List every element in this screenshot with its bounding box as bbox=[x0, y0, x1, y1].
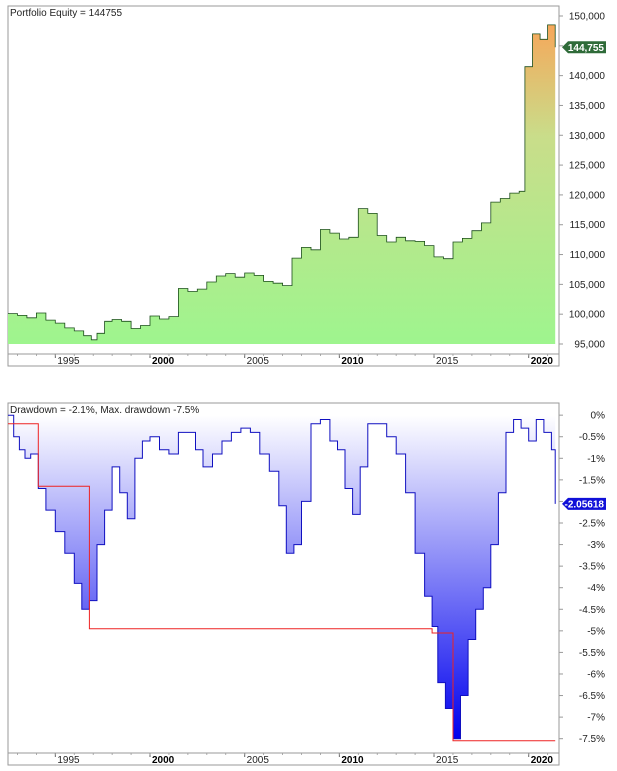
dd-y-tick-label: -0.5% bbox=[579, 432, 605, 443]
dd-y-tick-label: -5.5% bbox=[579, 648, 605, 659]
dd-y-tick-label: -1.5% bbox=[579, 475, 605, 486]
eq-y-tick-label: 135,000 bbox=[569, 101, 606, 112]
dd-x-tick-label: 2010 bbox=[341, 755, 364, 766]
eq-y-tick-label: 95,000 bbox=[574, 340, 605, 351]
drawdown-x-axis-strip bbox=[7, 752, 560, 766]
dd-y-tick-label: -6% bbox=[587, 669, 605, 680]
drawdown-line bbox=[8, 414, 556, 740]
drawdown-area bbox=[8, 415, 556, 739]
equity-y-axis: 150,000145,000140,000135,000130,000125,0… bbox=[559, 12, 605, 351]
dd-y-tick-label: -2.5% bbox=[579, 519, 605, 530]
drawdown-last-value-badge: -2.05618 bbox=[562, 497, 606, 510]
dd-x-tick-label: 2005 bbox=[247, 755, 270, 766]
dd-y-tick-label: -3% bbox=[587, 540, 605, 551]
max-drawdown-line bbox=[8, 423, 556, 742]
eq-x-tick-label: 2005 bbox=[247, 356, 270, 367]
eq-y-tick-label: 125,000 bbox=[569, 161, 606, 172]
dd-x-tick-label: 2015 bbox=[436, 755, 459, 766]
eq-x-tick-label: 2020 bbox=[531, 356, 554, 367]
equity-last-value-badge: 144,755 bbox=[562, 41, 606, 54]
eq-x-tick-label: 1995 bbox=[57, 356, 80, 367]
dd-x-tick-label: 2000 bbox=[152, 755, 175, 766]
eq-y-tick-label: 115,000 bbox=[570, 220, 606, 231]
dd-y-tick-label: -7% bbox=[587, 713, 605, 724]
dd-y-tick-label: -4% bbox=[587, 583, 605, 594]
eq-y-tick-label: 100,000 bbox=[569, 310, 606, 321]
dd-y-tick-label: -1% bbox=[587, 454, 605, 465]
drawdown-badge-label: -2.05618 bbox=[565, 499, 605, 510]
eq-x-tick-label: 2015 bbox=[436, 356, 459, 367]
eq-y-tick-label: 150,000 bbox=[569, 12, 606, 23]
eq-y-tick-label: 110,000 bbox=[570, 250, 606, 261]
eq-x-tick-label: 2010 bbox=[341, 356, 364, 367]
eq-y-tick-label: 130,000 bbox=[569, 131, 606, 142]
equity-line bbox=[8, 24, 556, 341]
dd-y-tick-label: -5% bbox=[587, 626, 605, 637]
equity-badge-shape bbox=[562, 41, 606, 54]
equity-panel: Portfolio Equity = 144755 150,000145,000… bbox=[7, 5, 606, 367]
dd-x-tick-label: 2020 bbox=[531, 755, 554, 766]
eq-y-tick-label: 120,000 bbox=[569, 190, 606, 201]
eq-y-tick-label: 105,000 bbox=[569, 280, 606, 291]
equity-x-axis: 1995 2000 2005 2010 2015 2020 bbox=[17, 354, 553, 367]
drawdown-x-axis: 1995 2000 2005 2010 2015 2020 bbox=[17, 753, 553, 766]
eq-x-tick-label: 2000 bbox=[152, 356, 175, 367]
dd-x-tick-label: 1995 bbox=[57, 755, 80, 766]
drawdown-y-axis: 0%-0.5%-1%-1.5%-2%-2.5%-3%-3.5%-4%-4.5%-… bbox=[559, 411, 606, 745]
eq-y-tick-label: 140,000 bbox=[569, 71, 606, 82]
dd-y-tick-label: -6.5% bbox=[579, 691, 605, 702]
drawdown-title: Drawdown = -2.1%, Max. drawdown -7.5% bbox=[10, 405, 199, 416]
dd-y-tick-label: -3.5% bbox=[579, 562, 605, 573]
equity-x-axis-strip bbox=[7, 353, 560, 367]
drawdown-badge-shape bbox=[562, 497, 606, 510]
dd-y-tick-label: -7.5% bbox=[579, 734, 605, 745]
drawdown-panel: Drawdown = -2.1%, Max. drawdown -7.5% 0%… bbox=[7, 402, 606, 766]
equity-badge-label: 144,755 bbox=[568, 43, 605, 54]
dd-y-tick-label: -4.5% bbox=[579, 605, 605, 616]
dd-y-tick-label: 0% bbox=[591, 411, 606, 422]
equity-area bbox=[8, 24, 556, 345]
equity-title: Portfolio Equity = 144755 bbox=[10, 8, 122, 19]
